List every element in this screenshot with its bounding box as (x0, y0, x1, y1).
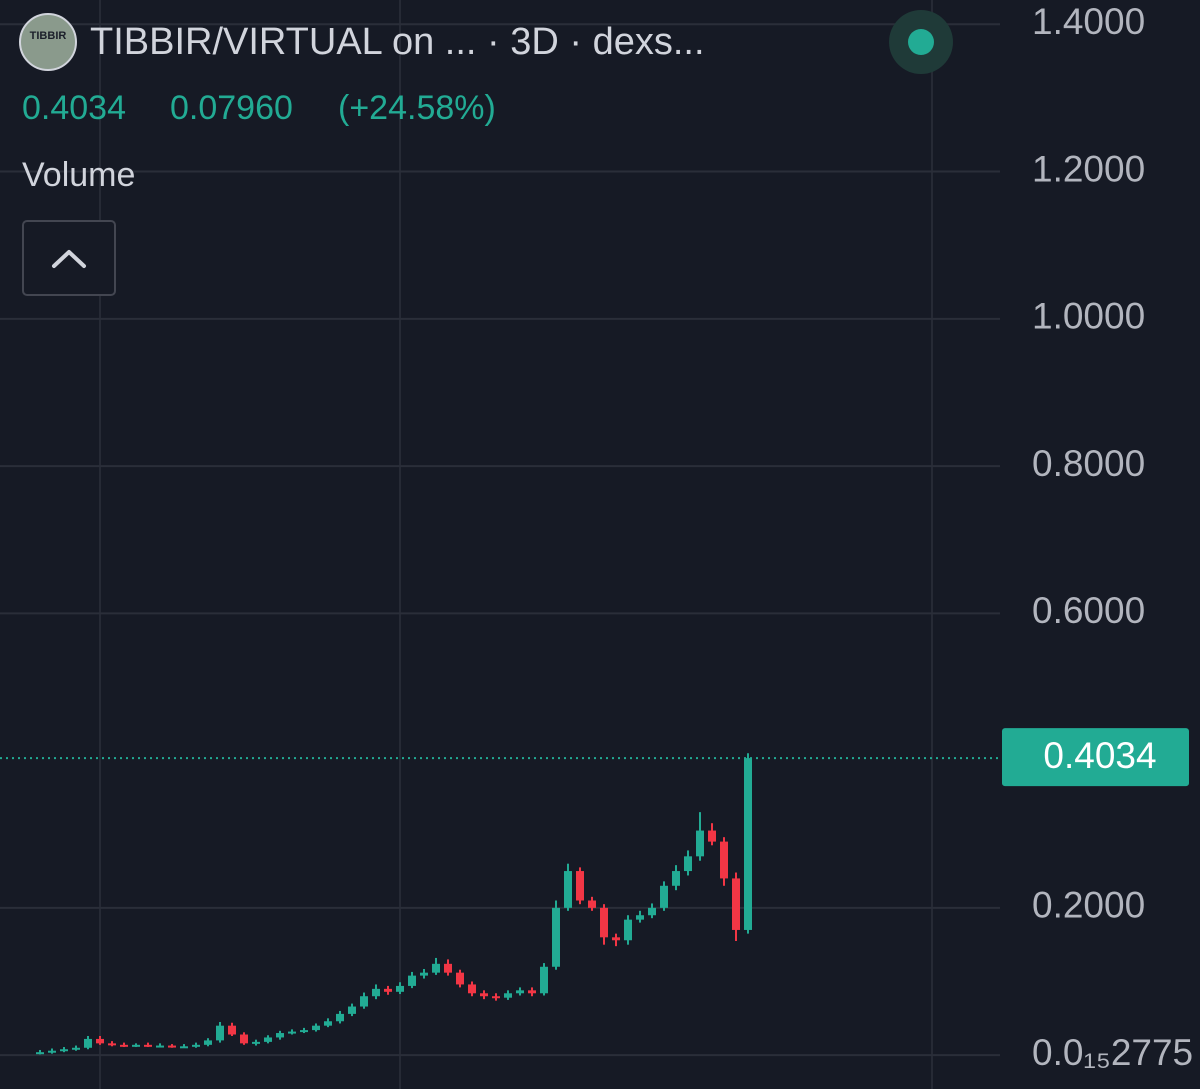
candle-body (600, 907, 608, 938)
last-price-tag (1002, 728, 1189, 787)
logo (19, 13, 77, 71)
candle-body (312, 1025, 320, 1031)
candle-body (252, 1041, 260, 1044)
candle-body (576, 871, 584, 901)
y-tick-label: 0.6000 (1032, 590, 1145, 631)
candle-body (96, 1038, 104, 1044)
candle-body (708, 830, 716, 842)
candle-body (528, 990, 536, 994)
candle-body (672, 871, 680, 886)
candle-body (444, 963, 452, 973)
y-tick-label: 1.4000 (1032, 1, 1145, 42)
candle-body (144, 1044, 152, 1047)
candle-body (588, 900, 596, 908)
candles (36, 753, 752, 1055)
last-price-label: 0.4034 (1043, 735, 1156, 776)
candle-body (156, 1045, 164, 1048)
indicator-label[interactable]: Volume (22, 156, 135, 194)
candle-body (612, 937, 620, 941)
candle-body (468, 984, 476, 994)
grid (0, 23, 1000, 1057)
candle-body (324, 1021, 332, 1026)
logo-text: TIBBIR (30, 30, 67, 42)
candle-body (660, 885, 668, 908)
candle-body (36, 1052, 44, 1055)
candle-body (696, 830, 704, 857)
y-tick-label: 0.8000 (1032, 443, 1145, 484)
candle-body (432, 963, 440, 973)
candle-body (72, 1047, 80, 1050)
candle-body (456, 972, 464, 985)
y-tick-label: 1.0000 (1032, 296, 1145, 337)
candle-body (360, 996, 368, 1007)
change-pct: (+24.58%) (338, 89, 496, 127)
candle-body (684, 856, 692, 872)
candle-body (372, 988, 380, 997)
candle-body (348, 1006, 356, 1014)
y-tick-label: 0.2000 (1032, 885, 1145, 926)
candle-body (60, 1049, 68, 1052)
chart-title[interactable]: TIBBIR/VIRTUAL on ... · 3D · dexs... (90, 21, 705, 63)
change: 0.07960 (170, 89, 293, 127)
candle-body (732, 878, 740, 930)
y-axis: 0.0₁₅2775 0.2000 0.6000 0.8000 1.0000 1.2000 1… (0, 1, 1193, 1073)
collapse-button[interactable] (22, 220, 116, 296)
candle-body (624, 919, 632, 941)
candle-body (480, 993, 488, 997)
candle-body (384, 988, 392, 992)
chevron-up (52, 250, 86, 268)
candle-body (228, 1025, 236, 1035)
candle-body (636, 915, 644, 920)
candle-body (408, 975, 416, 986)
candle-body (204, 1040, 212, 1045)
status-dot (908, 29, 934, 55)
candle-body (108, 1043, 116, 1046)
candle-body (216, 1025, 224, 1041)
candle-body (288, 1031, 296, 1034)
candle-body (180, 1046, 188, 1049)
candle-body (300, 1030, 308, 1033)
candle-body (84, 1038, 92, 1048)
candle-body (648, 907, 656, 916)
candle-body (552, 907, 560, 967)
candle-body (192, 1044, 200, 1047)
candle-body (264, 1037, 272, 1042)
last-price: 0.4034 (22, 89, 126, 127)
candle-body (120, 1044, 128, 1047)
candle-body (240, 1034, 248, 1044)
candle-body (504, 993, 512, 998)
candle-body (516, 990, 524, 994)
candle-body (168, 1045, 176, 1048)
candle-body (564, 871, 572, 908)
y-tick-label: 0.0₁₅2775 (1032, 1032, 1193, 1073)
candle-body (396, 985, 404, 992)
candle-body (744, 758, 752, 930)
candle-body (540, 966, 548, 994)
candle-body (132, 1044, 140, 1047)
candle-body (492, 996, 500, 999)
candle-body (720, 841, 728, 879)
y-tick-label: 1.2000 (1032, 148, 1145, 189)
candle-body (336, 1013, 344, 1022)
candle-body (276, 1033, 284, 1038)
candle-body (48, 1050, 56, 1053)
candle-body (420, 972, 428, 976)
